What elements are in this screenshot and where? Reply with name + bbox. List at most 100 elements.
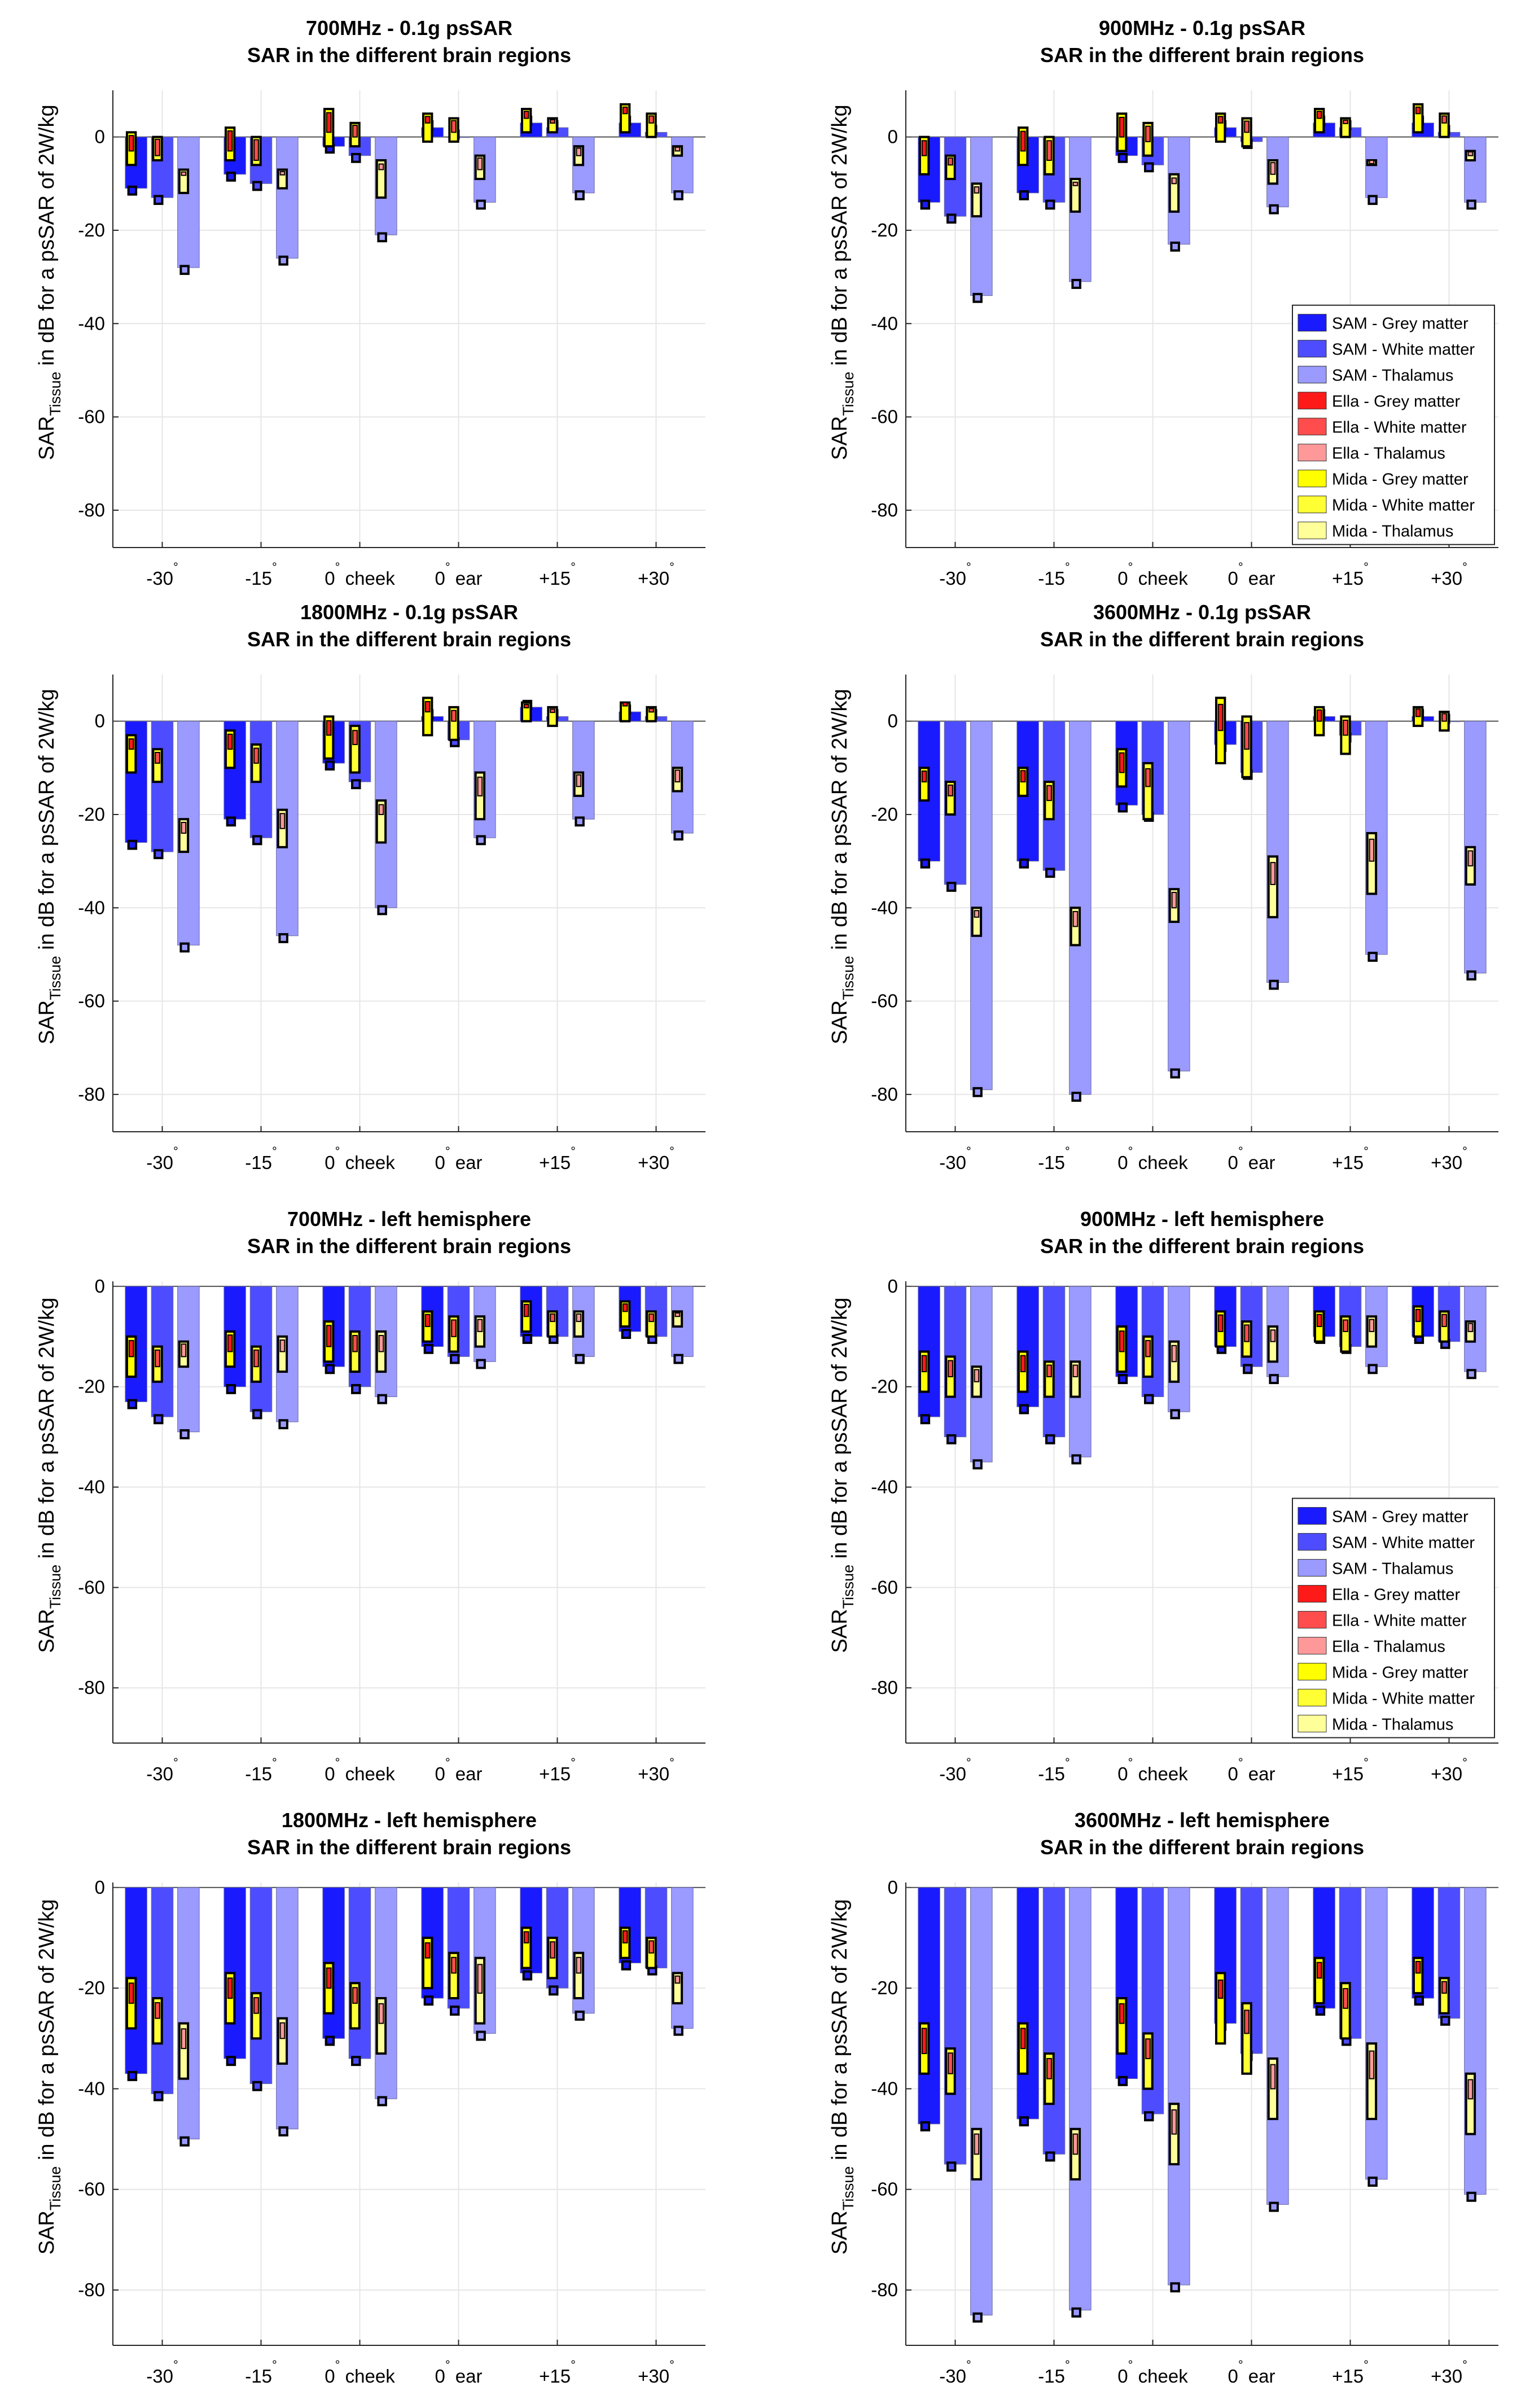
chart-7-ella-bar xyxy=(352,1987,358,2004)
chart-2-ella-bar xyxy=(1145,125,1151,142)
chart-6-legend-swatch xyxy=(1298,1714,1327,1732)
chart-7-ella-bar xyxy=(326,1967,332,1989)
chart-1-sam-marker xyxy=(226,172,236,182)
chart-3-ella-bar xyxy=(622,702,628,707)
chart-4-ella-bar xyxy=(974,910,980,918)
chart-6-sam-marker xyxy=(1117,1374,1128,1385)
chart-3-ytick-label: 0 xyxy=(95,711,105,732)
chart-5-ella-bar xyxy=(523,1303,529,1317)
chart-1-ella-bar xyxy=(253,139,259,161)
chart-1-ella-bar xyxy=(279,170,286,176)
chart-3-ella-bar xyxy=(128,738,134,750)
chart-5-sam-marker xyxy=(179,1429,190,1439)
chart-2-ella-bar xyxy=(1270,162,1276,175)
chart-5-panel: 700MHz - left hemisphere SAR in the diffe… xyxy=(35,1207,705,1784)
chart-1-ytick-label: 0 xyxy=(95,126,105,147)
chart-5-sam-marker xyxy=(278,1419,288,1430)
chart-8-sam-marker xyxy=(946,2161,957,2172)
chart-3-ella-bar xyxy=(424,700,431,713)
chart-8-ella-bar xyxy=(1415,1960,1421,1974)
chart-4-ella-bar xyxy=(948,784,953,796)
chart-7-title-line2: SAR in the different brain regions xyxy=(247,1836,571,1859)
chart-5-xtick-label: -15° xyxy=(245,1755,277,1784)
chart-2-sam-marker xyxy=(972,292,983,303)
chart-3-sam-marker xyxy=(673,830,683,841)
chart-6-legend-label: Mida - White matter xyxy=(1332,1689,1475,1708)
chart-3-ytick-label: -20 xyxy=(78,804,105,825)
chart-3-xtick-label: +15° xyxy=(539,1144,576,1173)
chart-5-ella-bar xyxy=(648,1313,654,1323)
chart-1-ella-bar xyxy=(181,171,187,176)
chart-7-sam-marker xyxy=(278,2126,288,2136)
chart-4-plot-area xyxy=(906,675,1498,1132)
chart-7-ella-bar xyxy=(155,2002,160,2019)
chart-6-ella-bar xyxy=(1217,1314,1224,1332)
chart-5-xtick-label: 0° ear xyxy=(435,1755,482,1784)
chart-5-ella-bar xyxy=(352,1335,358,1352)
chart-1-sam-marker xyxy=(673,190,683,200)
chart-8-sam-marker xyxy=(1019,2116,1029,2127)
chart-6-ella-bar xyxy=(948,1360,953,1377)
chart-7-ytick-label: 0 xyxy=(95,1877,105,1898)
chart-6-ella-bar xyxy=(1145,1339,1151,1358)
chart-2-ella-bar xyxy=(1415,106,1421,115)
chart-1-sam-marker xyxy=(351,152,361,163)
chart-8-ella-bar xyxy=(1119,2003,1125,2024)
chart-8-title-line1: 3600MHz - left hemisphere xyxy=(1075,1809,1330,1832)
chart-2-ella-bar xyxy=(948,157,953,166)
chart-6-legend-swatch xyxy=(1298,1688,1327,1706)
chart-7-sam-marker xyxy=(522,1970,533,1981)
chart-6-sam-marker xyxy=(920,1414,931,1425)
chart-2-ella-bar xyxy=(1369,159,1375,164)
chart-1-ella-bar xyxy=(451,120,457,133)
chart-8-ella-bar xyxy=(1020,2028,1026,2050)
chart-4-ytick-label: -20 xyxy=(871,804,898,825)
chart-2-legend-swatch xyxy=(1298,366,1327,384)
chart-3-sam-marker xyxy=(179,942,190,953)
chart-4-xtick-label: +15° xyxy=(1332,1144,1369,1173)
chart-7-sam-marker xyxy=(226,2056,236,2066)
chart-5-ella-bar xyxy=(424,1314,431,1328)
chart-7-ella-bar xyxy=(253,1997,259,2014)
chart-2-ella-bar xyxy=(1467,151,1474,156)
chart-2-legend-label: Mida - Thalamus xyxy=(1332,523,1453,541)
chart-5-ella-bar xyxy=(227,1334,233,1352)
chart-6-ytick-label: -40 xyxy=(871,1477,898,1498)
chart-7-sam-bar xyxy=(348,1887,371,2059)
chart-5-ella-bar xyxy=(128,1339,134,1358)
chart-6-ella-bar xyxy=(1343,1319,1348,1332)
chart-7-ytick-label: -20 xyxy=(78,1977,105,1998)
chart-8-sam-bar xyxy=(944,1887,967,2165)
chart-4-ella-bar xyxy=(921,770,927,783)
chart-3-title-line2: SAR in the different brain regions xyxy=(247,628,571,651)
chart-8-sam-bar xyxy=(1365,1887,1388,2180)
chart-6-legend-label: Ella - White matter xyxy=(1332,1612,1467,1630)
chart-3-xtick-label: -15° xyxy=(245,1144,277,1173)
chart-7-ella-bar xyxy=(550,1941,555,1959)
chart-5-ella-bar xyxy=(550,1313,555,1323)
chart-7-sam-bar xyxy=(177,1887,200,2140)
chart-2-title-line2: SAR in the different brain regions xyxy=(1040,43,1364,67)
chart-2-legend-label: Ella - Grey matter xyxy=(1332,393,1461,411)
chart-6-legend-swatch xyxy=(1298,1533,1327,1551)
chart-2-legend-swatch xyxy=(1298,418,1327,436)
chart-3-sam-marker xyxy=(278,933,288,943)
chart-4-panel: 3600MHz - 0.1g psSAR SAR in the different… xyxy=(828,601,1498,1173)
chart-1-ella-bar xyxy=(326,112,332,133)
chart-7-ella-bar xyxy=(128,1982,134,2004)
chart-8-ytick-label: -80 xyxy=(871,2279,898,2300)
chart-5-ella-bar xyxy=(326,1325,332,1347)
chart-4-ella-bar xyxy=(1119,752,1125,773)
chart-6-xtick-label: 0° ear xyxy=(1228,1755,1275,1784)
chart-2-ytick-label: 0 xyxy=(888,126,898,147)
chart-6-ella-bar xyxy=(1316,1314,1322,1328)
chart-6-sam-marker xyxy=(972,1459,983,1470)
chart-1-xtick-label: -15° xyxy=(245,560,277,589)
chart-3-ella-bar xyxy=(550,708,555,713)
chart-3-sam-marker xyxy=(377,905,387,916)
chart-2-sam-bar xyxy=(1365,137,1388,198)
chart-3-panel: 1800MHz - 0.1g psSAR SAR in the different… xyxy=(35,601,705,1173)
chart-7-sam-marker xyxy=(179,2136,190,2147)
chart-4-xtick-label: +30° xyxy=(1431,1144,1467,1173)
